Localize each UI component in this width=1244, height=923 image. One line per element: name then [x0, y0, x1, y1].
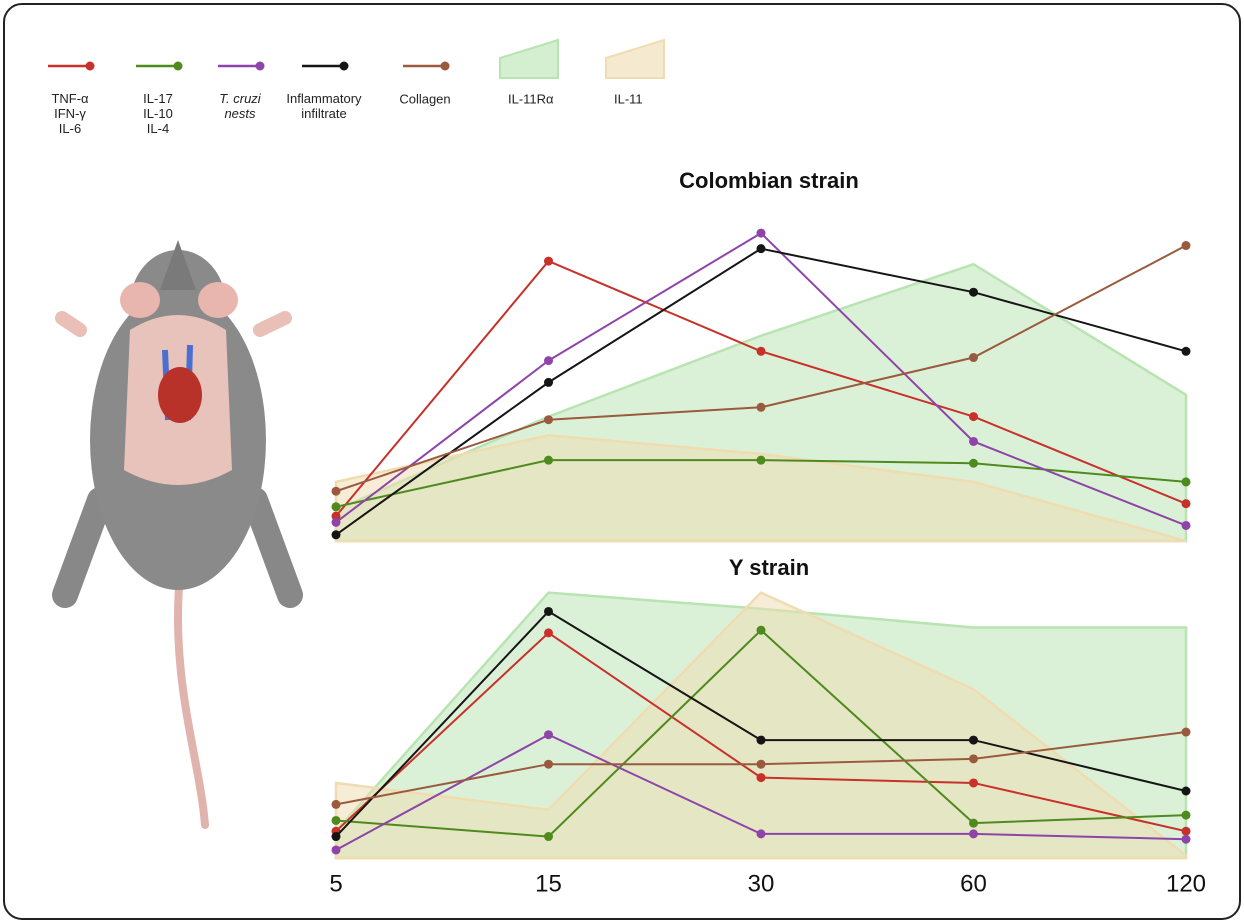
- point: [969, 829, 978, 838]
- point: [757, 244, 766, 253]
- point: [969, 736, 978, 745]
- point: [1182, 728, 1191, 737]
- point: [969, 412, 978, 421]
- legend-swatch: [441, 62, 450, 71]
- legend-swatch: [174, 62, 183, 71]
- x-tick-label: 120: [1166, 870, 1206, 897]
- point: [1182, 521, 1191, 530]
- point: [757, 736, 766, 745]
- chart-title: Colombian strain: [679, 168, 859, 193]
- point: [969, 437, 978, 446]
- x-tick-label: 30: [748, 870, 775, 897]
- point: [544, 378, 553, 387]
- point: [969, 353, 978, 362]
- point: [332, 800, 341, 809]
- legend-swatch: [256, 62, 265, 71]
- point: [332, 502, 341, 511]
- point: [757, 760, 766, 769]
- point: [544, 730, 553, 739]
- point: [544, 760, 553, 769]
- point: [332, 518, 341, 527]
- legend-label: IL-11: [614, 91, 643, 106]
- point: [757, 347, 766, 356]
- legend-label: IL-11Rα: [508, 91, 554, 106]
- point: [332, 530, 341, 539]
- point: [969, 778, 978, 787]
- point: [544, 456, 553, 465]
- x-tick-label: 5: [329, 870, 342, 897]
- point: [544, 257, 553, 266]
- point: [1182, 827, 1191, 836]
- point: [757, 229, 766, 238]
- point: [544, 607, 553, 616]
- point: [757, 829, 766, 838]
- point: [544, 628, 553, 637]
- point: [1182, 499, 1191, 508]
- point: [1182, 347, 1191, 356]
- point: [544, 356, 553, 365]
- point: [332, 487, 341, 496]
- legend-swatch: [86, 62, 95, 71]
- chart-title: Y strain: [729, 555, 809, 580]
- point: [544, 832, 553, 841]
- x-tick-label: 60: [960, 870, 987, 897]
- point: [544, 415, 553, 424]
- point: [1182, 787, 1191, 796]
- point: [332, 845, 341, 854]
- point: [1182, 477, 1191, 486]
- legend-label: Collagen: [399, 91, 450, 106]
- point: [332, 816, 341, 825]
- point: [1182, 811, 1191, 820]
- point: [969, 754, 978, 763]
- point: [1182, 835, 1191, 844]
- point: [969, 459, 978, 468]
- x-tick-label: 15: [535, 870, 562, 897]
- point: [332, 832, 341, 841]
- legend-swatch: [340, 62, 349, 71]
- point: [757, 403, 766, 412]
- point: [757, 456, 766, 465]
- point: [969, 288, 978, 297]
- point: [757, 626, 766, 635]
- point: [757, 773, 766, 782]
- figure: IL-11RαIL-11TNF-αIFN-γIL-6IL-17IL-10IL-4…: [0, 0, 1244, 923]
- point: [1182, 241, 1191, 250]
- point: [969, 819, 978, 828]
